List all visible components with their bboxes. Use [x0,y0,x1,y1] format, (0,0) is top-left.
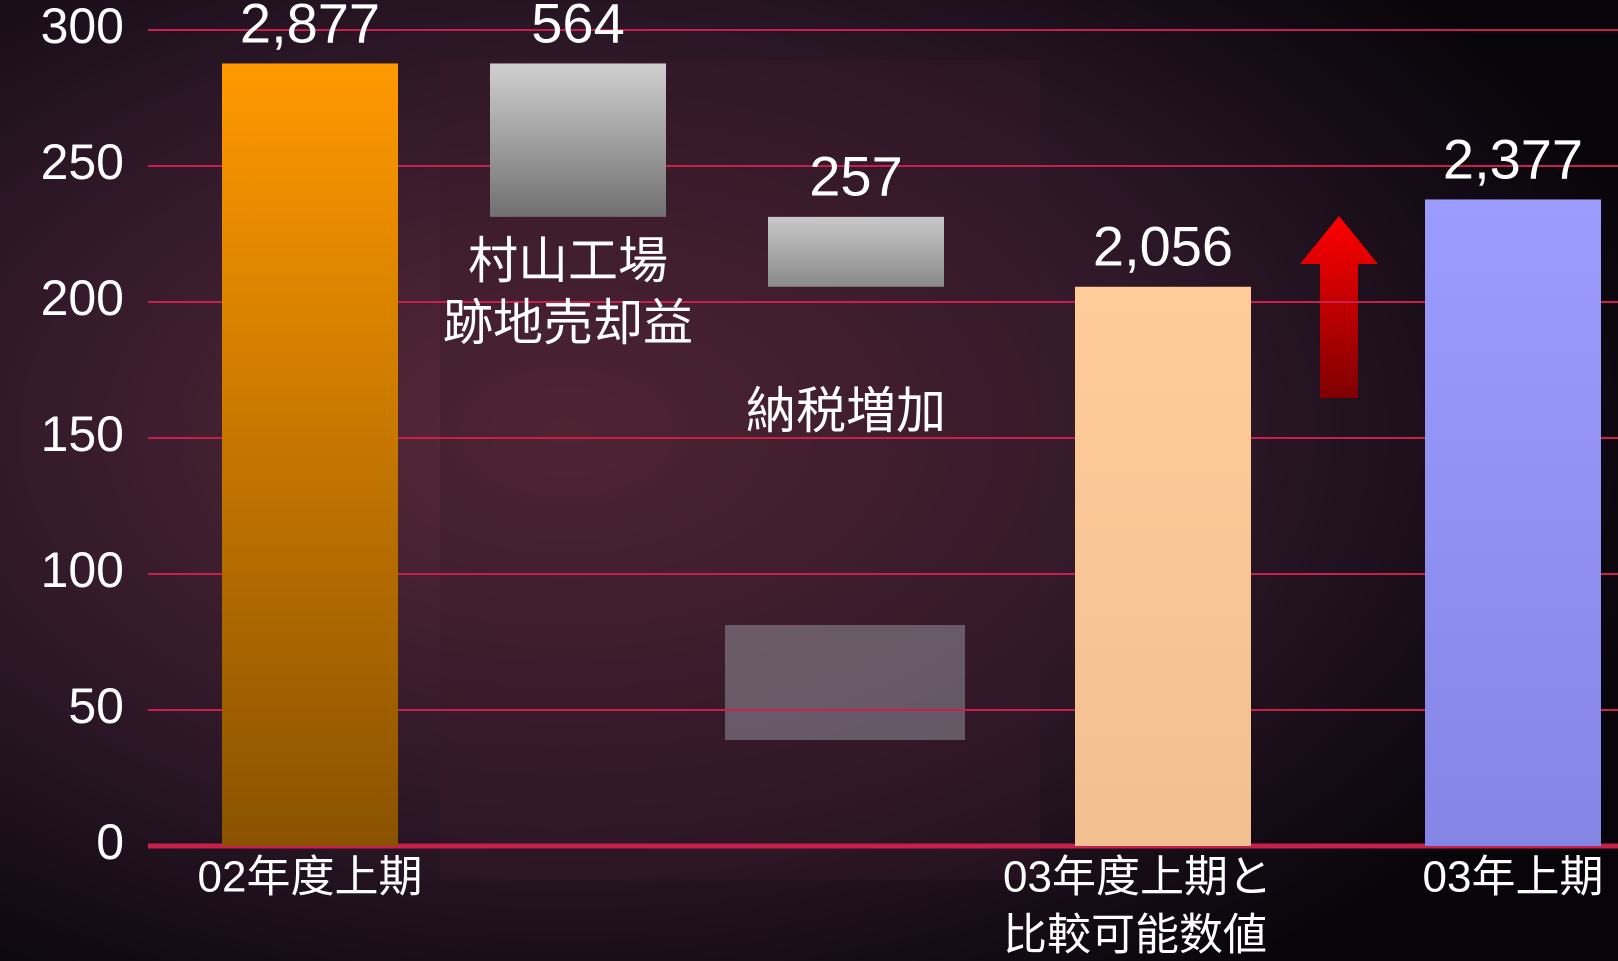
value-label: 2,056 [1093,215,1233,278]
y-tick-label: 200 [41,270,124,326]
y-tick-label: 50 [68,678,124,734]
y-tick-label: 300 [41,0,124,54]
bar [1425,199,1601,846]
bar [222,63,398,846]
category-label: 跡地売却益 [443,295,693,351]
category-label: 03年度上期と [1003,853,1272,902]
background-plate [725,625,965,740]
y-tick-label: 150 [41,406,124,462]
category-label: 02年度上期 [198,853,423,902]
y-tick-label: 100 [41,542,124,598]
bar [1075,287,1251,846]
y-tick-label: 0 [96,814,124,870]
category-label: 村山工場 [468,233,668,289]
category-label: 03年上期 [1423,853,1604,902]
bar [768,217,944,287]
category-label: 納税増加 [746,383,946,439]
y-tick-label: 250 [41,134,124,190]
value-label: 2,377 [1443,127,1583,190]
chart: 0 50 100 150 200 250 300 2,877 02年度上期 564 村山工場跡地売却… [0,0,1618,961]
category-label: 比較可能数値 [1003,911,1267,960]
value-label: 2,877 [240,0,380,54]
value-label: 257 [809,145,902,208]
value-label: 564 [531,0,624,54]
bar [490,63,666,216]
